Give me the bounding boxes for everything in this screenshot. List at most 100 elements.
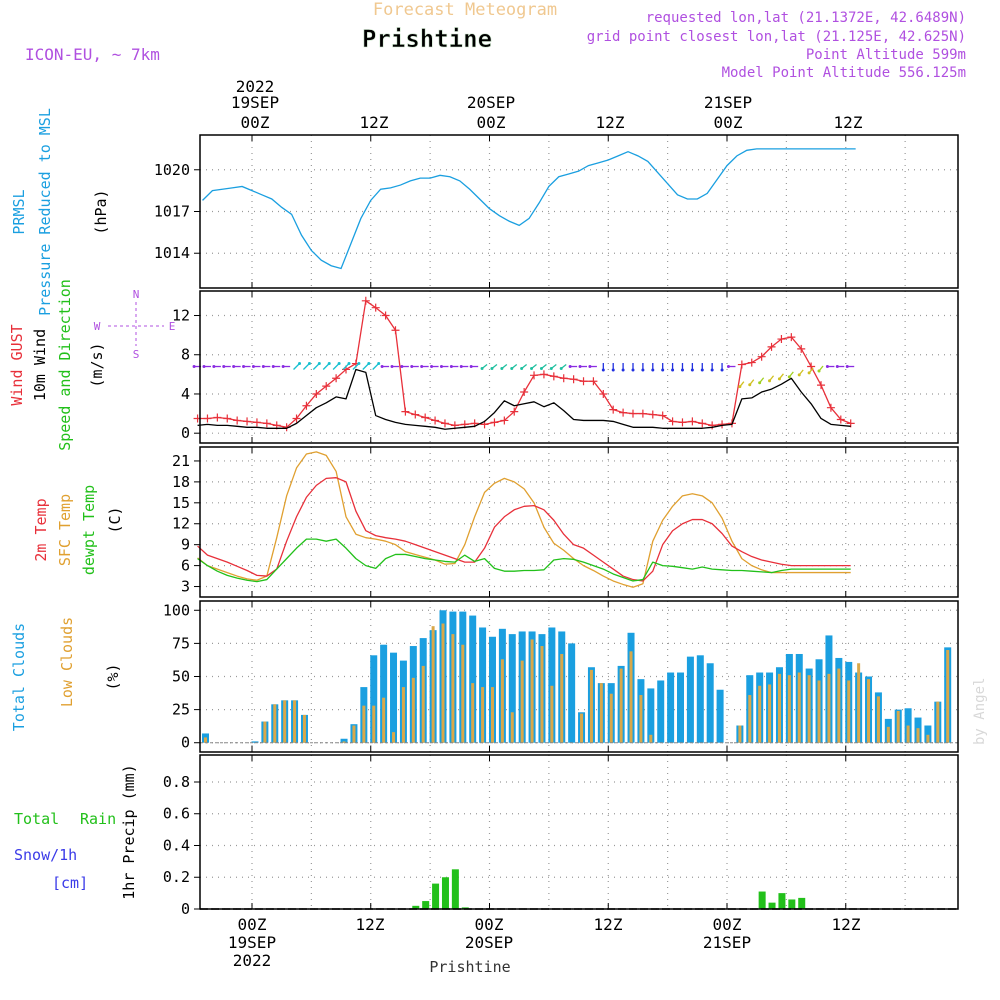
wind-arrow-head [601, 368, 605, 372]
panel-frame [199, 754, 959, 910]
y-tick-label: 4 [181, 385, 190, 403]
gust-marker [668, 417, 677, 426]
wind-arrow-head [367, 362, 371, 366]
wind-labels: Wind GUST 10m Wind Speed and Direction (… [8, 279, 175, 451]
wind-arrow-head [410, 365, 414, 369]
top-year: 2022 [236, 77, 275, 96]
bottom-hour-4: 12Z [594, 915, 623, 934]
gust-line [197, 300, 851, 428]
wind-arrow-head [549, 367, 553, 371]
gust-marker [401, 407, 410, 416]
wind-arrow-head [530, 367, 534, 371]
panel-frame [199, 600, 959, 753]
wind-label-gust: Wind GUST [8, 324, 26, 405]
y-tick-label: 0.8 [163, 773, 190, 791]
gust-marker [371, 303, 380, 312]
gust-marker [312, 389, 321, 398]
wind-arrow-head [807, 371, 811, 375]
wind-arrow-head [631, 368, 635, 372]
rain-bar [451, 869, 459, 909]
low-cloud-bar [352, 725, 356, 743]
gust-marker [262, 419, 271, 428]
total-cloud-bar [508, 634, 516, 743]
clouds-unit: (%) [104, 663, 122, 690]
gust-marker [252, 418, 261, 427]
bottom-hour-6: 12Z [832, 915, 861, 934]
clouds-label-total: Total Clouds [10, 623, 28, 731]
y-tick-label: 0.4 [163, 836, 190, 854]
wind-arrow-head [271, 365, 275, 369]
wind-arrow-head [720, 368, 724, 372]
top-hour-5: 00Z [714, 113, 743, 132]
wind-arrow-head [377, 362, 381, 366]
y-tick-label: 50 [172, 668, 190, 686]
gust-marker [243, 417, 252, 426]
low-cloud-bar [401, 687, 405, 743]
wind-arrow-head [726, 365, 730, 369]
y-tick-label: 25 [172, 701, 190, 719]
low-cloud-bar [421, 665, 425, 743]
wind-arrow-head [787, 375, 791, 379]
low-cloud-bar [204, 737, 207, 743]
wind-arrow-head [222, 365, 226, 369]
gust-marker [708, 421, 717, 430]
bottom-hour-1: 00Z [238, 915, 267, 934]
low-cloud-bar [490, 687, 494, 743]
gust-marker [609, 405, 618, 414]
y-tick-label: 18 [172, 473, 190, 491]
requested-coords: requested lon,lat (21.1372E, 42.6489N) [646, 10, 966, 26]
grid-layer [200, 135, 958, 910]
wind-line [197, 368, 851, 430]
wind-arrow-head [420, 365, 424, 369]
total-cloud-bar [548, 627, 556, 743]
gust-marker [757, 352, 766, 361]
clouds-labels: Total Clouds Low Clouds (%) [10, 617, 122, 731]
wind-arrow-head [768, 379, 772, 383]
data-layer [192, 148, 958, 910]
rain-bar [412, 905, 420, 909]
footer-city: Prishtine [429, 958, 510, 976]
wind-arrow-head [232, 365, 236, 369]
low-cloud-bar [797, 672, 801, 743]
low-cloud-bar [560, 653, 564, 743]
low-cloud-bar [283, 700, 287, 743]
wind-arrow-head [317, 362, 321, 366]
wind-arrow-head [251, 365, 255, 369]
low-cloud-bar [392, 732, 396, 743]
low-cloud-bar [372, 705, 376, 743]
compass-n: N [133, 288, 140, 301]
model-altitude: Model Point Altitude 556.125m [722, 65, 966, 81]
rain-bar [778, 893, 786, 909]
rain-bar [461, 907, 469, 909]
low-cloud-bar [520, 660, 524, 743]
panel-frame [199, 134, 959, 289]
gust-marker [490, 418, 499, 427]
city-title: Prishtine [362, 25, 492, 53]
wind-arrow-head [568, 365, 572, 369]
wind-arrow-head [611, 368, 615, 372]
low-cloud-bar [649, 734, 653, 743]
wind-arrow-head [661, 368, 665, 372]
low-cloud-bar [906, 725, 910, 743]
wind-arrow-head [242, 365, 246, 369]
wind-arrow-head [459, 365, 463, 369]
gust-marker [737, 360, 746, 369]
y-tick-label: 9 [181, 536, 190, 554]
top-hour-6: 12Z [834, 113, 863, 132]
low-cloud-bar [550, 685, 554, 743]
y-tick-label: 0 [181, 424, 190, 442]
wind-arrow-head [192, 365, 196, 369]
y-tick-label: 1014 [154, 244, 190, 262]
pressure-line [202, 148, 856, 270]
wind-arrow-head [469, 365, 473, 369]
low-cloud-bar [807, 675, 811, 743]
clouds-label-low: Low Clouds [58, 617, 76, 707]
gridpoint-coords: grid point closest lon,lat (21.125E, 42.… [587, 29, 966, 45]
low-cloud-bar [738, 725, 742, 743]
y-tick-label: 0.6 [163, 805, 190, 823]
rain-bar [422, 901, 430, 909]
low-cloud-bar [441, 623, 445, 743]
top-hour-4: 12Z [596, 113, 625, 132]
low-cloud-bar [461, 644, 465, 743]
gust-marker [332, 374, 341, 383]
